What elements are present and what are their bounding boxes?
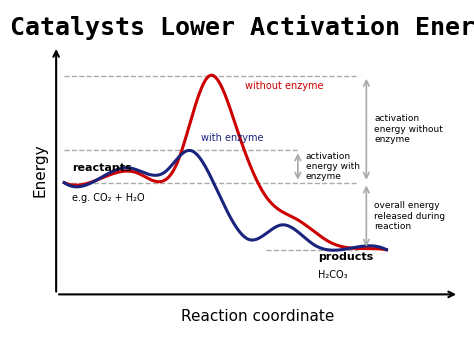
Text: Energy: Energy	[33, 143, 47, 197]
Text: reactants: reactants	[72, 163, 132, 173]
Title: Catalysts Lower Activation Energy: Catalysts Lower Activation Energy	[10, 15, 474, 40]
Text: products: products	[318, 252, 373, 262]
Text: without enzyme: without enzyme	[246, 81, 324, 91]
Text: activation
energy with
enzyme: activation energy with enzyme	[306, 152, 360, 181]
Text: activation
energy without
enzyme: activation energy without enzyme	[374, 114, 443, 144]
Text: Reaction coordinate: Reaction coordinate	[181, 309, 334, 324]
Text: with enzyme: with enzyme	[201, 133, 264, 143]
Text: e.g. CO₂ + H₂O: e.g. CO₂ + H₂O	[72, 193, 145, 203]
Text: H₂CO₃: H₂CO₃	[318, 269, 347, 280]
Text: overall energy
released during
reaction: overall energy released during reaction	[374, 201, 446, 231]
